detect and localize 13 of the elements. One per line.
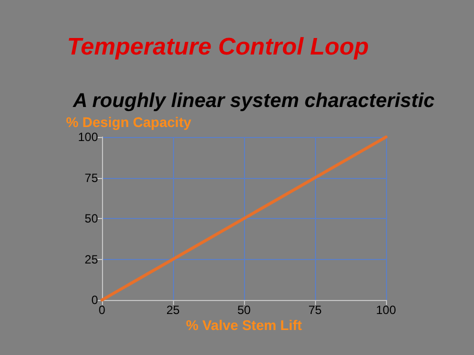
chart-subtitle: A roughly linear system characteristic — [72, 90, 435, 112]
x-tick-label: 25 — [166, 303, 180, 317]
y-tick-label: 100 — [78, 130, 98, 144]
x-axis-title: % Valve Stem Lift — [186, 317, 302, 333]
y-tick-label: 75 — [84, 170, 98, 185]
y-tick-label: 25 — [84, 252, 98, 266]
y-tick-label: 50 — [84, 212, 98, 226]
x-tick-label: 100 — [376, 303, 396, 317]
x-tick-label: 75 — [308, 303, 322, 317]
chart-title: Temperature Control Loop — [67, 34, 369, 60]
y-tick-label: 0 — [91, 293, 98, 307]
x-tick-label: 50 — [237, 303, 251, 317]
y-axis-title: % Design Capacity — [66, 114, 192, 130]
